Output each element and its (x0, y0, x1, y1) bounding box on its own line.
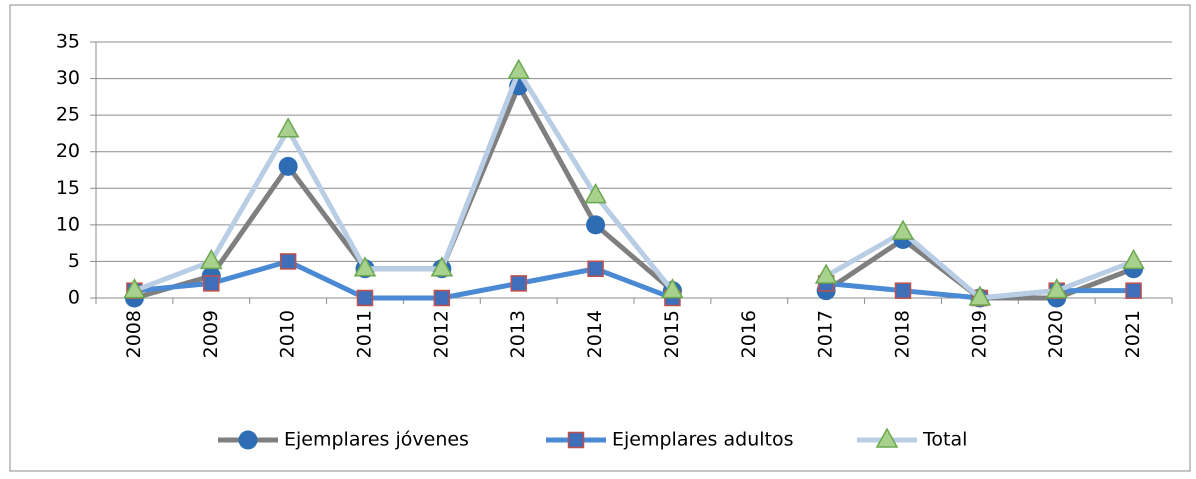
data-point (276, 117, 300, 138)
data-point (356, 289, 374, 307)
legend-marker (238, 430, 258, 450)
data-point (968, 285, 992, 306)
chart-frame (9, 4, 1191, 472)
data-point (586, 215, 606, 235)
data-point (1045, 278, 1068, 299)
data-point (123, 278, 146, 299)
data-point (200, 248, 223, 270)
data-point (510, 275, 527, 292)
x-tick-label: 2019 (968, 310, 990, 358)
data-point (1122, 248, 1145, 270)
y-tick-label: 10 (56, 213, 80, 235)
data-point (430, 256, 454, 277)
x-tick-label: 2009 (200, 310, 222, 358)
data-point (353, 256, 377, 277)
x-tick-label: 2011 (354, 310, 376, 358)
data-point (814, 263, 838, 284)
legend-marker (567, 431, 585, 449)
data-point (279, 253, 297, 270)
y-tick-label: 25 (56, 104, 80, 126)
y-tick-label: 35 (56, 31, 80, 53)
x-tick-label: 2010 (277, 310, 299, 358)
x-tick-label: 2012 (430, 310, 452, 358)
data-point (584, 183, 607, 204)
y-tick-label: 30 (56, 67, 80, 89)
legend-label: Ejemplares adultos (612, 429, 793, 451)
data-point (278, 156, 298, 176)
x-tick-label: 2008 (123, 310, 145, 358)
legend-marker (875, 427, 899, 448)
y-tick-label: 15 (56, 177, 80, 199)
data-point (507, 58, 530, 80)
y-tick-label: 0 (68, 287, 80, 309)
x-tick-label: 2018 (892, 310, 914, 358)
data-point (661, 278, 684, 299)
data-point (891, 219, 915, 240)
x-tick-label: 2014 (584, 310, 606, 358)
legend-label: Ejemplares jóvenes (284, 429, 469, 451)
x-tick-label: 2013 (507, 310, 529, 358)
x-tick-label: 2020 (1045, 310, 1067, 358)
data-point (894, 282, 912, 299)
data-point (433, 289, 451, 307)
legend-label: Total (922, 429, 967, 451)
x-tick-label: 2016 (738, 310, 760, 358)
x-tick-label: 2015 (661, 310, 683, 358)
y-tick-label: 20 (56, 140, 80, 162)
y-tick-label: 5 (68, 250, 80, 272)
data-point (203, 275, 220, 292)
x-tick-label: 2021 (1122, 310, 1144, 358)
x-tick-label: 2017 (815, 310, 837, 358)
data-point (587, 260, 604, 277)
data-point (1125, 282, 1142, 299)
